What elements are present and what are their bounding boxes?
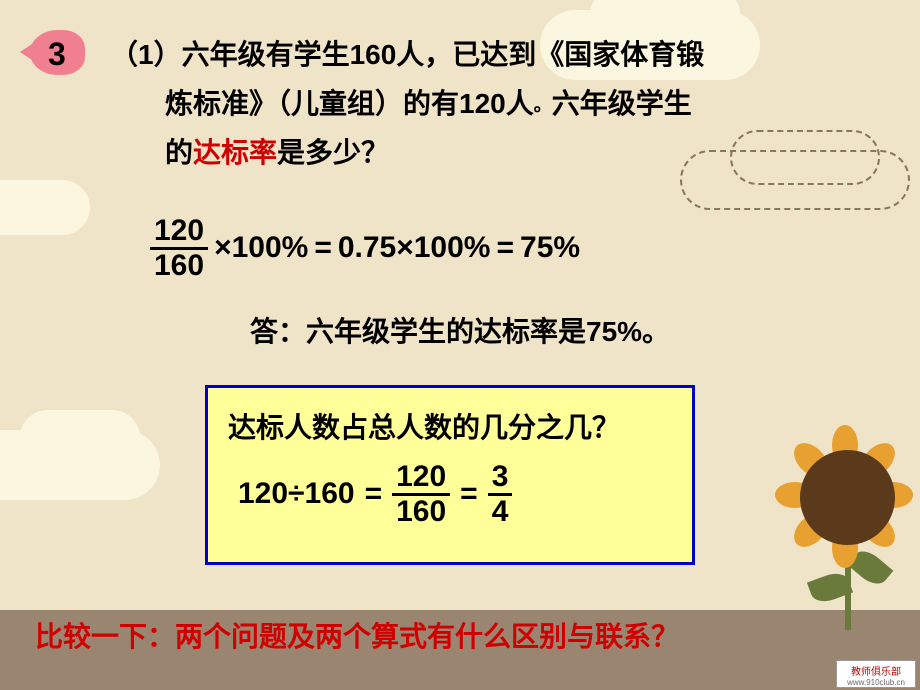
problem-line3a: 的 (165, 137, 193, 168)
main-equation: 120 160 ×100% = 0.75×100% = 75% (150, 215, 580, 281)
watermark-stamp: 教师俱乐部 www.910club.cn (836, 660, 916, 688)
fraction-numerator: 120 (150, 215, 208, 250)
box-fraction-2: 3 4 (488, 461, 513, 527)
box-lhs: 120÷160 (238, 477, 355, 511)
eq-result: 75% (520, 231, 580, 265)
eq-equals: = (314, 231, 332, 265)
box-question: 达标人数占总人数的几分之几？ (228, 406, 672, 446)
problem-text: （1）六年级有学生160人，已达到《国家体育锻 炼标准》（儿童组）的有120人。… (110, 30, 870, 177)
bg-cloud (0, 180, 90, 235)
box-fraction-1: 120 160 (392, 461, 450, 527)
stamp-line1: 教师俱乐部 (837, 663, 915, 678)
problem-line1: （1）六年级有学生160人，已达到《国家体育锻 (110, 39, 704, 70)
stamp-line2: www.910club.cn (837, 678, 915, 687)
box-equals: = (460, 477, 478, 511)
fraction-denominator: 160 (150, 250, 208, 282)
problem-line2c: 六年级学生 (552, 88, 692, 119)
problem-number: 3 (48, 36, 66, 73)
box-equals: = (365, 477, 383, 511)
sunflower-decoration (770, 430, 910, 630)
eq-part: ×100% (214, 231, 308, 265)
problem-line2a: 炼标准》（儿童组）的有120人 (165, 88, 534, 119)
problem-line3b: 是多少？ (277, 137, 389, 168)
compare-question: 比较一下：两个问题及两个算式有什么区别与联系？ (35, 615, 679, 655)
highlight-box: 达标人数占总人数的几分之几？ 120÷160 = 120 160 = 3 4 (205, 385, 695, 565)
problem-number-badge: 3 (20, 22, 98, 82)
fraction-denominator: 4 (488, 496, 513, 528)
fraction-denominator: 160 (392, 496, 450, 528)
box-equation: 120÷160 = 120 160 = 3 4 (238, 461, 672, 527)
problem-period: 。 (534, 95, 552, 115)
fraction-120-160: 120 160 (150, 215, 208, 281)
fraction-numerator: 3 (488, 461, 513, 496)
sunflower-center (800, 450, 895, 545)
eq-part: 0.75×100% (338, 231, 491, 265)
problem-red-term: 达标率 (193, 137, 277, 168)
answer-text: 答：六年级学生的达标率是75%。 (250, 310, 670, 350)
eq-equals: = (496, 231, 514, 265)
bg-cloud (20, 410, 140, 465)
fraction-numerator: 120 (392, 461, 450, 496)
